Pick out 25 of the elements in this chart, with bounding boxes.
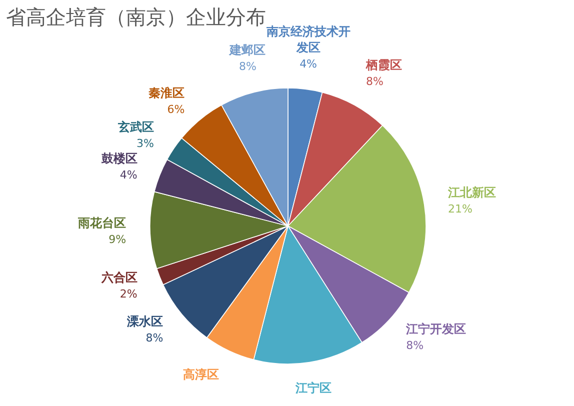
data-label: 8% [238,60,256,74]
data-label: 4% [120,168,138,182]
slice-label: 建邺区 [228,43,266,58]
slice-label: 雨花台区 [77,216,126,230]
data-label: 8% [406,338,424,352]
data-label: 8% [146,331,164,344]
data-label: 21% [448,202,472,216]
slice-label: 溧水区 [126,314,164,328]
data-label: 3% [136,136,154,150]
data-label: 6% [167,103,185,116]
slice-label: 玄武区 [117,120,154,134]
data-label: 4% [300,57,318,70]
slice-label: 江宁开发区 [405,322,466,336]
slice-label: 鼓楼区 [100,151,138,166]
data-label: 9% [108,233,126,246]
slice-label: 江宁区 [294,381,332,396]
chart-title: 省高企培育（南京）企业分布 [6,5,266,29]
slice-label: 六合区 [100,270,138,285]
slice-label: 栖霞区 [365,58,402,72]
slice-label: 秦淮区 [148,86,185,100]
slice-label: 江北新区 [447,186,496,200]
slice-label: 高淳区 [183,368,220,382]
data-label: 2% [120,288,138,301]
slice-label: 南京经济技术开发区 [265,24,350,54]
data-label: 8% [366,75,384,88]
